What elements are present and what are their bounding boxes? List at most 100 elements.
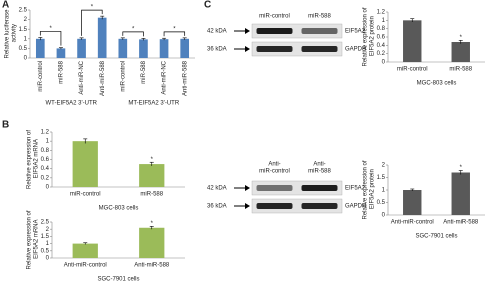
- blot-band: [301, 46, 338, 52]
- y-tick-label: 2: [382, 163, 386, 169]
- x-tick-label: Anti-miR-588: [134, 263, 170, 269]
- y-tick-label: 0.5: [41, 248, 50, 254]
- y-tick-label: 2: [46, 227, 50, 233]
- arrow-head: [245, 28, 250, 34]
- marker-label: 36 kDA: [207, 47, 227, 53]
- marker-label: 42 kDA: [207, 186, 227, 192]
- y-tick-label: 0.8: [41, 148, 50, 154]
- y-tick-label: 1: [46, 139, 50, 145]
- y-tick-label: 1.2: [377, 10, 386, 16]
- lane-label: miR-control: [259, 14, 290, 20]
- x-tick-label: Anti-miR-588: [443, 220, 479, 226]
- significance-bracket: [39, 31, 62, 46]
- y-tick-label: 0: [382, 60, 386, 66]
- bar: [451, 172, 470, 215]
- y-tick-label: 2.5: [41, 220, 50, 226]
- bar: [139, 164, 165, 187]
- x-tick-label: miR-control: [397, 67, 428, 73]
- arrow-head: [245, 46, 250, 52]
- x-tick-label: miR-588: [449, 67, 472, 73]
- protein-label: EIF5A2: [345, 186, 366, 192]
- bar: [139, 227, 165, 258]
- blot-strip: [251, 23, 343, 39]
- significance-bracket: [122, 31, 144, 37]
- y-tick-label: 1.5: [377, 175, 386, 181]
- significance: *: [49, 26, 52, 32]
- x-axis-label: MGC-803 cells: [417, 81, 457, 87]
- bar: [180, 38, 190, 58]
- blot-band: [256, 203, 293, 209]
- y-tick-label: 0.5: [19, 46, 28, 52]
- arrow-head: [245, 203, 250, 209]
- y-axis-label: Relative expression of EIF5A2 mRNA: [26, 210, 39, 269]
- protein-label: EIF5A2: [345, 29, 366, 35]
- y-tick-label: 0: [382, 213, 386, 219]
- protein-label: GAPDH: [345, 47, 366, 53]
- lane-label: miR-588: [308, 169, 331, 175]
- panel-letter: A: [2, 0, 9, 11]
- x-tick-label: Anti-miR-588: [100, 60, 106, 96]
- protein-label: GAPDH: [345, 204, 366, 210]
- y-tick-label: 2: [24, 17, 28, 23]
- bar: [403, 190, 422, 215]
- bar: [403, 20, 422, 62]
- bar: [72, 141, 98, 187]
- x-tick-label: Anti-miR-control: [64, 263, 107, 269]
- y-tick-label: 0: [46, 185, 50, 191]
- x-tick-label: miR-588: [59, 60, 65, 83]
- significance: *: [151, 157, 154, 163]
- marker-label: 36 kDA: [207, 204, 227, 210]
- bar: [77, 38, 86, 58]
- y-axis-label: Relative expression of EIF5A2 protein: [362, 160, 375, 219]
- x-tick-label: miR-control: [38, 61, 44, 92]
- significance: *: [460, 35, 463, 41]
- y-tick-label: 0.2: [41, 175, 50, 181]
- x-tick-label: miR-control: [70, 192, 101, 198]
- y-axis-label: Relative expression of EIF5A2 protein: [362, 7, 375, 66]
- blot-band: [256, 28, 293, 34]
- significance-bracket: [163, 31, 186, 37]
- y-tick-label: 0.8: [377, 26, 386, 32]
- y-tick-label: 2.5: [19, 8, 28, 14]
- y-tick-label: 0.4: [377, 43, 386, 49]
- y-tick-label: 0.6: [41, 157, 50, 163]
- bar: [35, 38, 45, 58]
- panel-letter: B: [2, 120, 9, 131]
- lane-label: miR-588: [308, 14, 331, 20]
- x-axis-label: MGC-803 cells: [99, 206, 139, 212]
- x-tick-label: Anti-miR-NC: [162, 60, 168, 94]
- lane-label: miR-control: [259, 169, 290, 175]
- y-tick-label: 1.5: [41, 234, 50, 240]
- panel-letter: C: [204, 0, 211, 11]
- x-tick-label: Anti-miR-control: [391, 220, 434, 226]
- y-tick-label: 0.4: [41, 166, 50, 172]
- blot-band: [256, 46, 293, 52]
- bar: [56, 48, 66, 58]
- blot-strip: [251, 180, 343, 196]
- lane-label: Anti-: [313, 162, 325, 168]
- significance: *: [173, 26, 176, 32]
- y-tick-label: 1: [46, 241, 50, 247]
- bar: [159, 39, 169, 58]
- y-tick-label: 0: [24, 56, 28, 62]
- y-axis-label: Relative expression of EIF5A2 mRNA: [26, 130, 39, 189]
- y-tick-label: 0.2: [377, 51, 386, 57]
- bar: [118, 38, 128, 58]
- arrow-head: [245, 185, 250, 191]
- y-tick-label: 0.6: [377, 35, 386, 41]
- y-tick-label: 1: [382, 188, 386, 194]
- y-axis-label: Relative luciferase activity: [4, 9, 17, 59]
- lane-label: Anti-: [268, 162, 280, 168]
- blot-strip: [251, 41, 343, 57]
- significance: *: [91, 5, 94, 11]
- x-tick-label: miR-588: [140, 192, 163, 198]
- bar: [451, 42, 470, 62]
- significance: *: [132, 26, 135, 32]
- blot-strip: [251, 198, 343, 214]
- bar: [97, 17, 107, 58]
- blot-band: [301, 185, 338, 191]
- y-tick-label: 1.2: [41, 130, 50, 136]
- bar: [139, 39, 148, 58]
- significance-bracket: [81, 9, 103, 36]
